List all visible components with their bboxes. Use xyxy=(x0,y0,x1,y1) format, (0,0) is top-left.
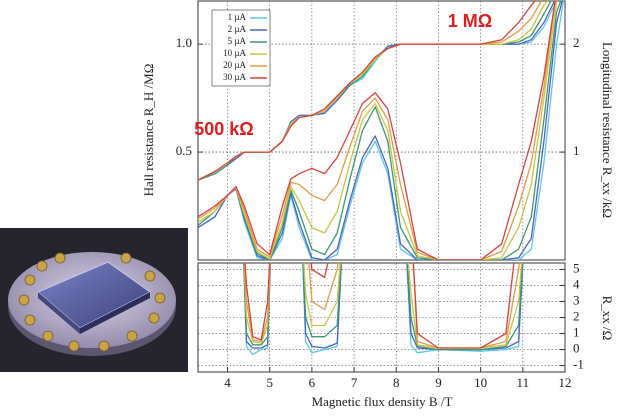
x-tick-label: 7 xyxy=(351,375,358,390)
legend-label: 2 µA xyxy=(228,24,247,34)
annotation: 1 MΩ xyxy=(448,11,492,31)
x-tick-label: 9 xyxy=(435,375,442,390)
device-photo xyxy=(0,228,188,372)
y-tick-label: 2 xyxy=(573,35,580,50)
legend-label: 5 µA xyxy=(228,36,247,46)
y-tick-label: 0 xyxy=(573,341,580,356)
data-line xyxy=(243,263,524,356)
x-tick-label: 6 xyxy=(309,375,316,390)
data-line xyxy=(198,1,556,260)
y-tick-label: 2 xyxy=(573,308,580,323)
data-line xyxy=(198,1,563,260)
y-tick-label: 1 xyxy=(573,325,580,340)
plot-area xyxy=(243,263,524,356)
plot-area xyxy=(198,1,564,260)
y-tick-label: 5 xyxy=(573,260,580,275)
legend-label: 1 µA xyxy=(228,12,247,22)
y-tick-label: 3 xyxy=(573,292,580,307)
data-line xyxy=(243,263,521,349)
y-tick-label: 4 xyxy=(573,276,580,291)
legend-label: 30 µA xyxy=(223,72,246,82)
data-line xyxy=(198,1,536,181)
y2-axis-title: Longitudinal resistance R_xx /kΩ xyxy=(600,42,615,218)
legend-label: 20 µA xyxy=(223,60,246,70)
y-tick-label: 1 xyxy=(573,143,580,158)
y-tick-label: -1 xyxy=(573,357,584,372)
data-line xyxy=(198,1,556,260)
y-axis-title: Hall resistance R_H /MΩ xyxy=(141,64,156,197)
x-tick-label: 4 xyxy=(224,375,231,390)
x-tick-label: 8 xyxy=(393,375,400,390)
y-tick-label: 0.5 xyxy=(176,143,192,158)
data-line xyxy=(198,1,564,260)
data-line xyxy=(198,1,562,260)
data-line xyxy=(244,263,515,349)
x-axis-title: Magnetic flux density B /T xyxy=(312,394,453,409)
data-line xyxy=(243,263,524,351)
legend-label: 10 µA xyxy=(223,48,246,58)
y-tick-label: 1.0 xyxy=(176,35,192,50)
legend-box xyxy=(211,9,271,87)
x-tick-label: 10 xyxy=(474,375,487,390)
x-tick-label: 5 xyxy=(266,375,273,390)
bottom-y2-axis-title: R_xx /Ω xyxy=(600,296,615,341)
x-tick-label: 11 xyxy=(517,375,530,390)
data-line xyxy=(243,263,523,349)
data-line xyxy=(198,1,558,260)
x-tick-label: 12 xyxy=(559,375,572,390)
annotation: 500 kΩ xyxy=(194,119,253,139)
